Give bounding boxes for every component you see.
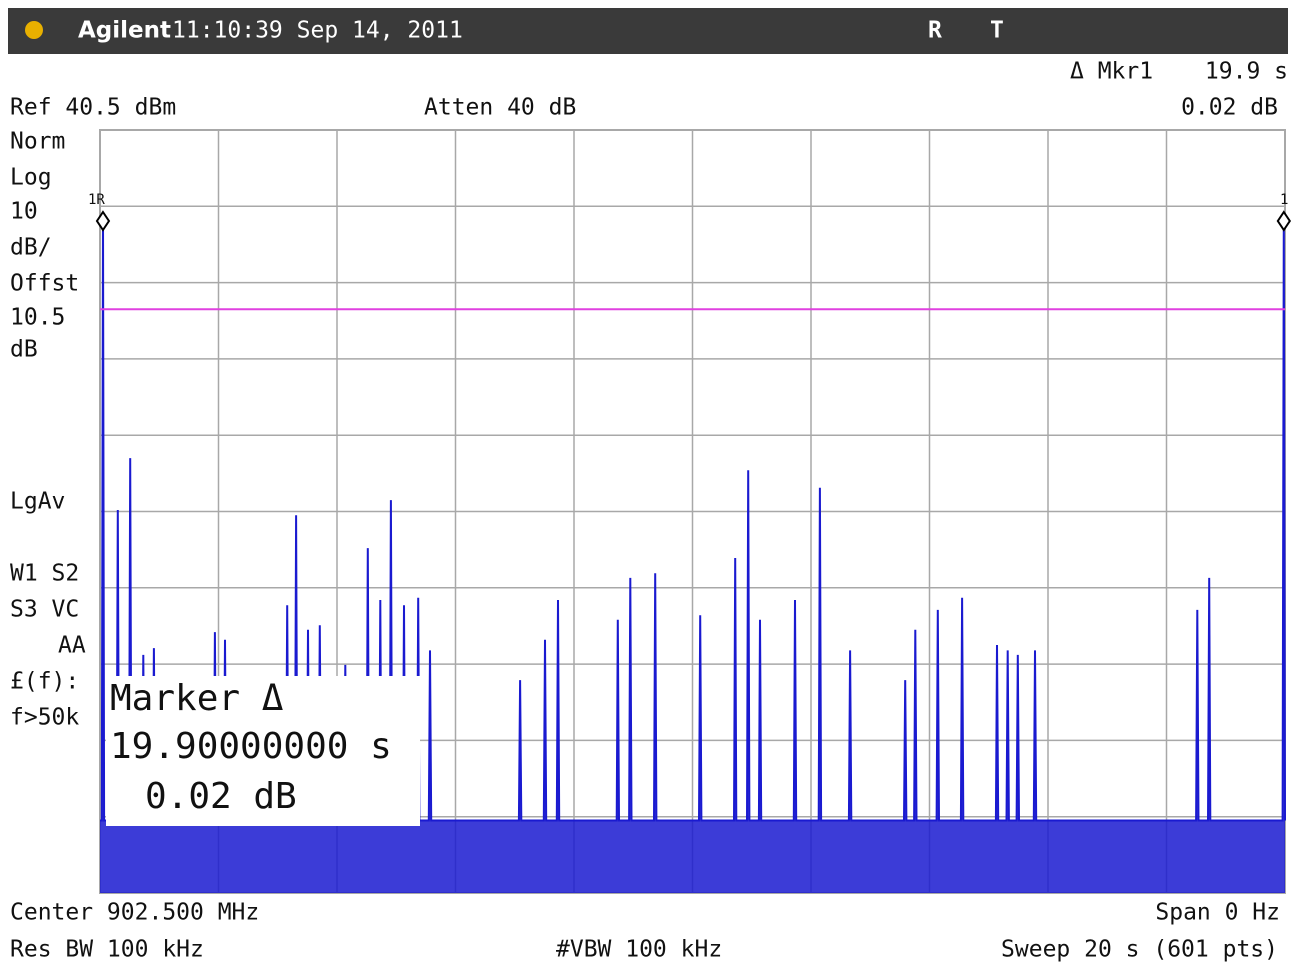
header-bar [8,8,1288,54]
brand: Agilent [78,18,171,44]
res-bw: Res BW 100 kHz [10,937,204,963]
left-annotation: Norm [10,129,65,155]
left-annotation: Log [10,165,52,191]
left-annotation: S3 VC [10,597,79,623]
left-annotations: Norm Log 10 dB/Offst 10.5 dB LgAv W1 S2 S3 VC AA £… [10,129,86,731]
left-annotation: 10 [10,199,38,225]
flag-t: T [990,18,1004,44]
marker-diamond [95,210,111,232]
left-annotation: dB/ [10,235,52,261]
ref-marker-label: 1R [88,192,105,208]
datetime: 11:10:39 Sep 14, 2011 [172,18,463,44]
attenuation: Atten 40 dB [424,95,576,121]
marker-y: 0.02 dB [1181,95,1278,121]
ref-level: Ref 40.5 dBm [10,95,176,121]
center-freq: Center 902.500 MHz [10,900,259,926]
marker-box-time: 19.90000000 s [110,726,392,767]
left-annotation: 10.5 [10,305,65,331]
marker-label: Δ Mkr1 [1070,59,1153,85]
left-annotation: W1 S2 [10,561,79,587]
left-annotation: LgAv [10,489,65,515]
logo [25,21,43,39]
left-annotation: f>50k [10,705,79,731]
marker-box-level: 0.02 dB [145,776,297,817]
left-annotation: Offst [10,271,79,297]
marker-box-title: Marker Δ [110,678,284,719]
span: Span 0 Hz [1155,900,1280,926]
vbw: #VBW 100 kHz [556,937,722,963]
left-annotation: £(f): [10,669,79,695]
marker-box [106,676,420,826]
left-annotation: AA [58,633,86,659]
marker-diamond [1276,210,1292,232]
flag-r: R [928,18,942,44]
sweep: Sweep 20 s (601 pts) [1001,937,1278,963]
left-annotation: dB [10,337,38,363]
delta-marker-label: 1 [1280,192,1288,208]
marker-x: 19.9 s [1205,59,1288,85]
